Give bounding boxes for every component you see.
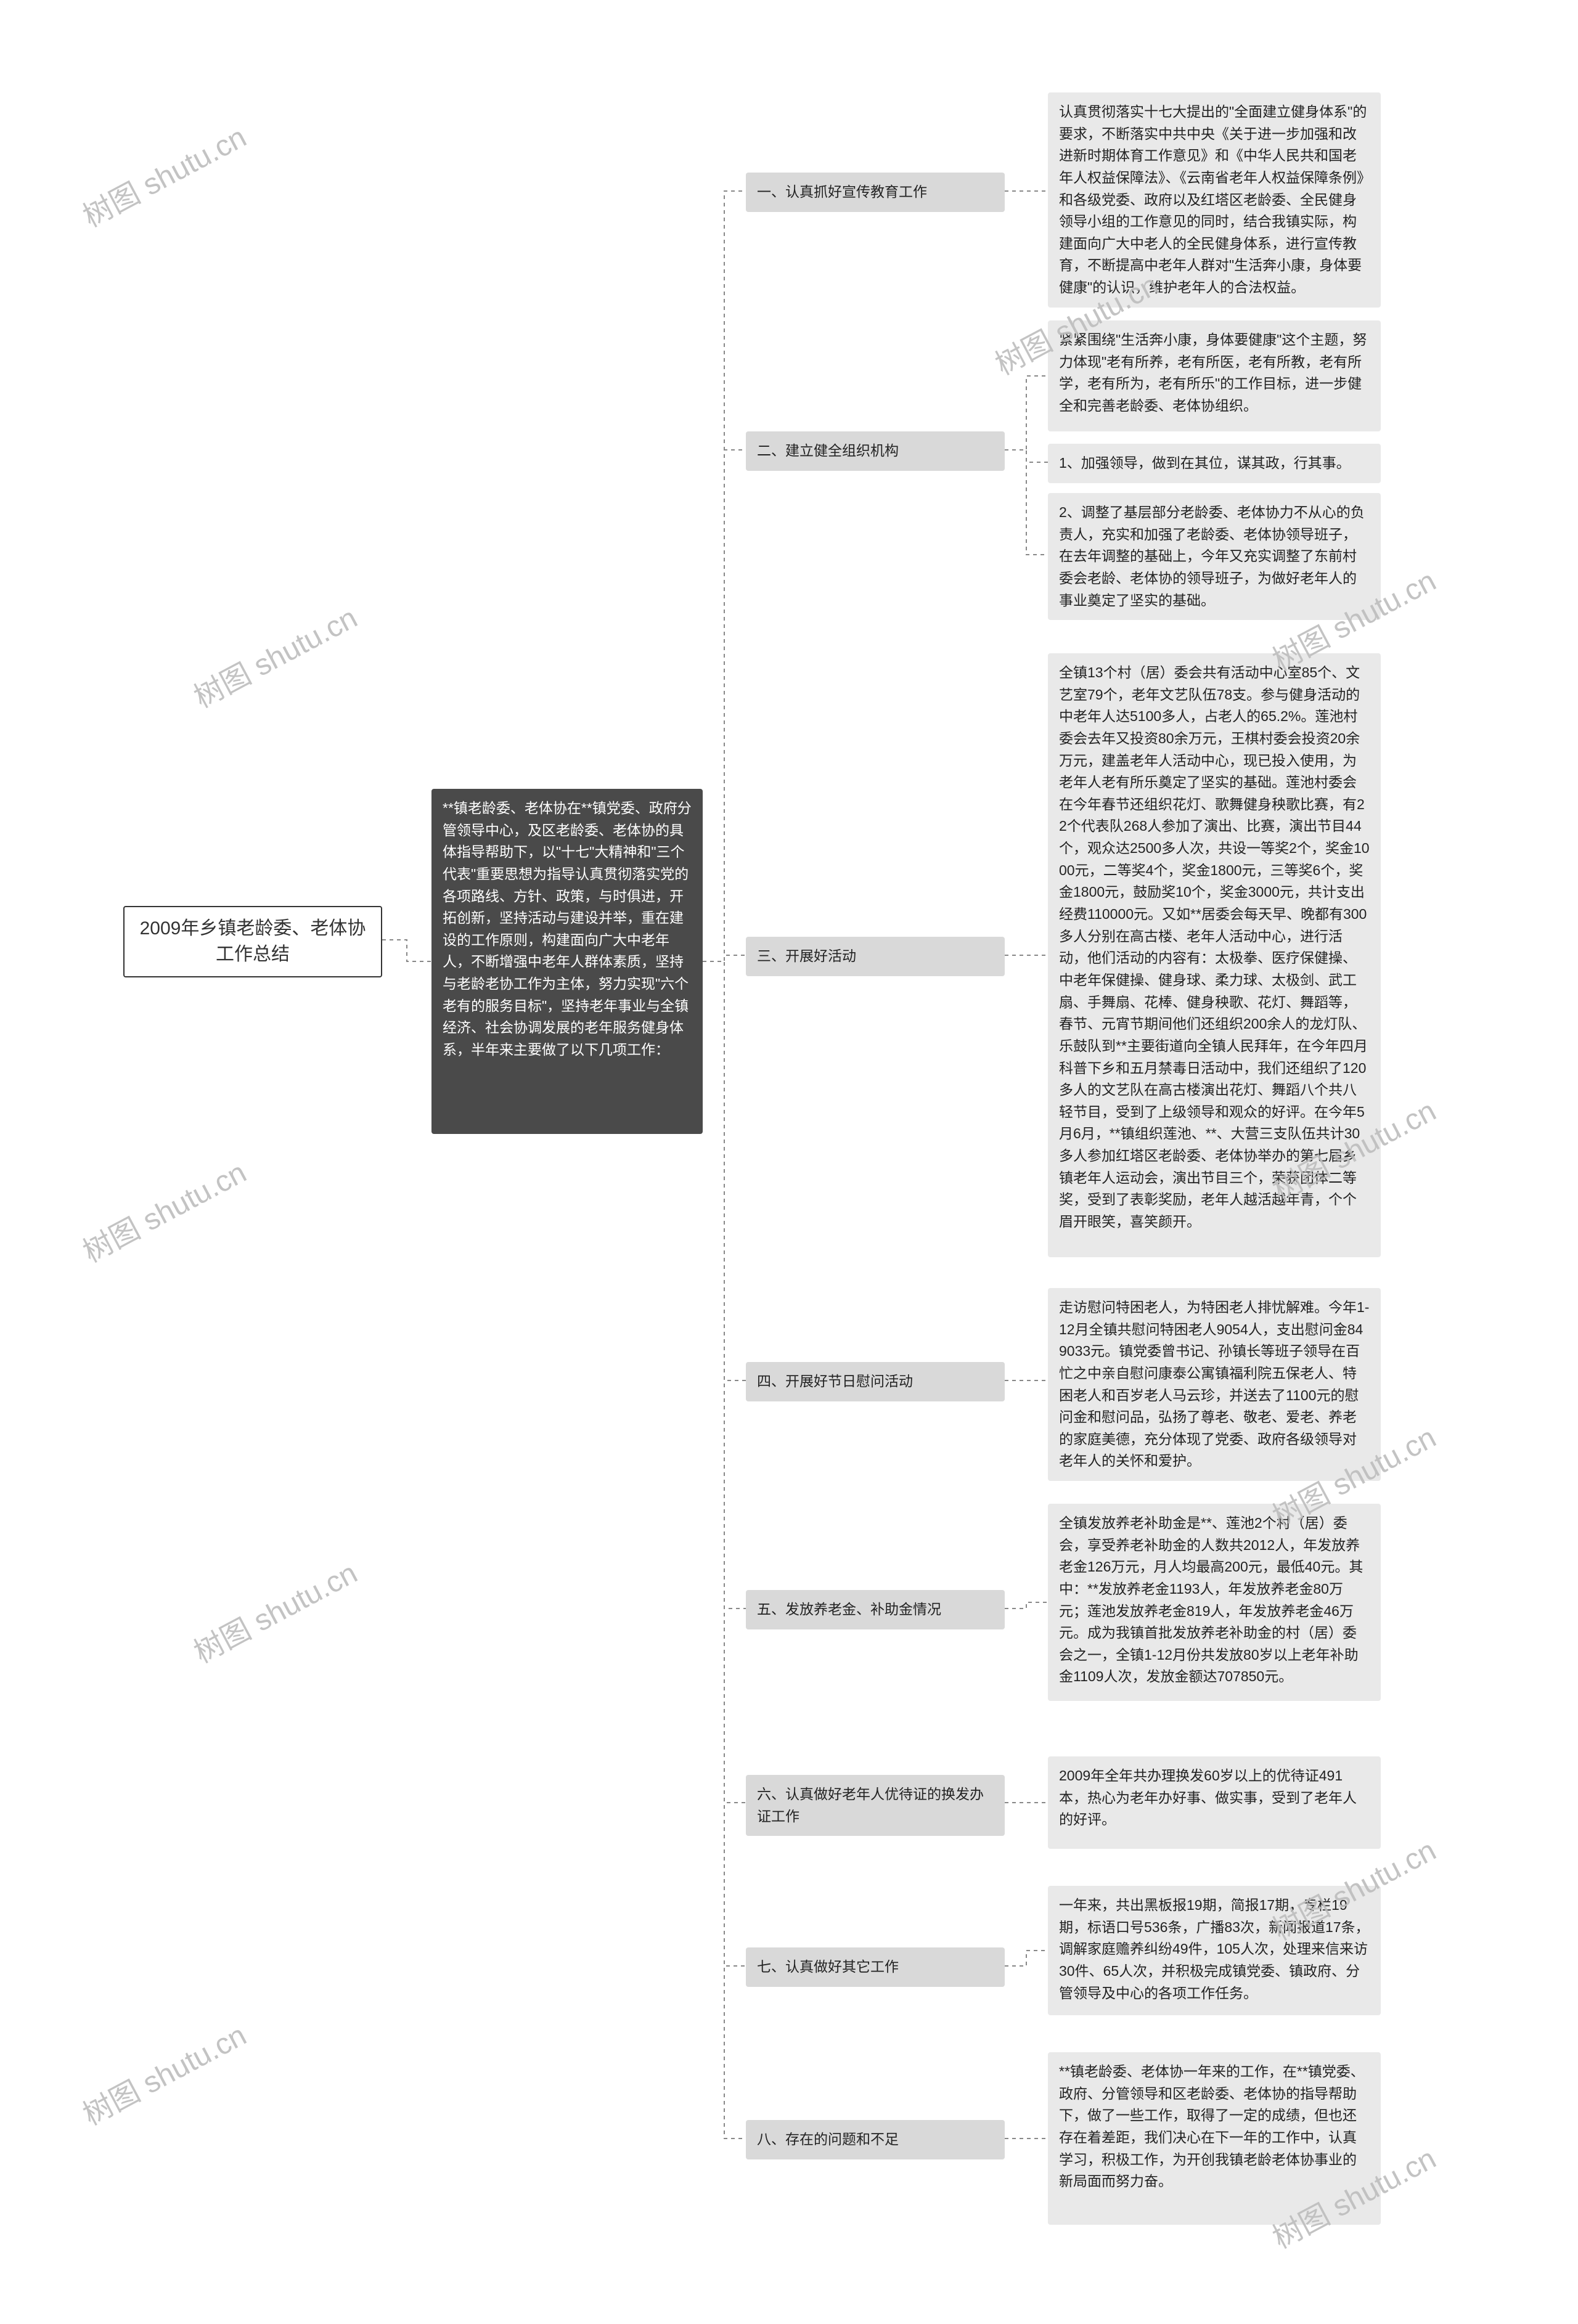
section-title-6: 六、认真做好老年人优待证的换发办证工作 — [746, 1775, 1005, 1836]
section-title-8: 八、存在的问题和不足 — [746, 2120, 1005, 2159]
leaf-s1-0: 认真贯彻落实十七大提出的"全面建立健身体系"的要求，不断落实中共中央《关于进一步… — [1048, 92, 1381, 308]
watermark: 树图 shutu.cn — [185, 1549, 364, 1671]
section-title-7: 七、认真做好其它工作 — [746, 1947, 1005, 1987]
watermark: 树图 shutu.cn — [74, 1148, 253, 1270]
section-title-4: 四、开展好节日慰问活动 — [746, 1362, 1005, 1401]
leaf-s4-0: 走访慰问特困老人，为特困老人排忧解难。今年1-12月全镇共慰问特困老人9054人… — [1048, 1288, 1381, 1481]
section-title-2: 二、建立健全组织机构 — [746, 431, 1005, 471]
leaf-s2-1: 1、加强领导，做到在其位，谋其政，行其事。 — [1048, 444, 1381, 483]
mindmap-canvas: 2009年乡镇老龄委、老体协工作总结 **镇老龄委、老体协在**镇党委、政府分管领… — [0, 0, 1578, 2324]
leaf-s5-0: 全镇发放养老补助金是**、莲池2个村（居）委会，享受养老补助金的人数共2012人… — [1048, 1504, 1381, 1701]
intro-node: **镇老龄委、老体协在**镇党委、政府分管领导中心，及区老龄委、老体协的具体指导… — [431, 789, 703, 1134]
watermark: 树图 shutu.cn — [74, 113, 253, 235]
leaf-s3-0: 全镇13个村（居）委会共有活动中心室85个、文艺室79个，老年文艺队伍78支。参… — [1048, 653, 1381, 1257]
leaf-s2-2: 2、调整了基层部分老龄委、老体协力不从心的负责人，充实和加强了老龄委、老体协领导… — [1048, 493, 1381, 620]
section-title-3: 三、开展好活动 — [746, 937, 1005, 976]
watermark: 树图 shutu.cn — [185, 593, 364, 716]
section-title-1: 一、认真抓好宣传教育工作 — [746, 173, 1005, 212]
leaf-s6-0: 2009年全年共办理换发60岁以上的优待证491本，热心为老年办好事、做实事，受… — [1048, 1756, 1381, 1849]
watermark: 树图 shutu.cn — [74, 2011, 253, 2133]
leaf-s2-0: 紧紧围绕"生活奔小康，身体要健康"这个主题，努力体现"老有所养，老有所医，老有所… — [1048, 320, 1381, 431]
leaf-s8-0: **镇老龄委、老体协一年来的工作，在**镇党委、政府、分管领导和区老龄委、老体协… — [1048, 2052, 1381, 2225]
leaf-s7-0: 一年来，共出黑板报19期，简报17期，专栏19期，标语口号536条，广播83次，… — [1048, 1886, 1381, 2015]
root-node: 2009年乡镇老龄委、老体协工作总结 — [123, 906, 382, 977]
section-title-5: 五、发放养老金、补助金情况 — [746, 1590, 1005, 1629]
